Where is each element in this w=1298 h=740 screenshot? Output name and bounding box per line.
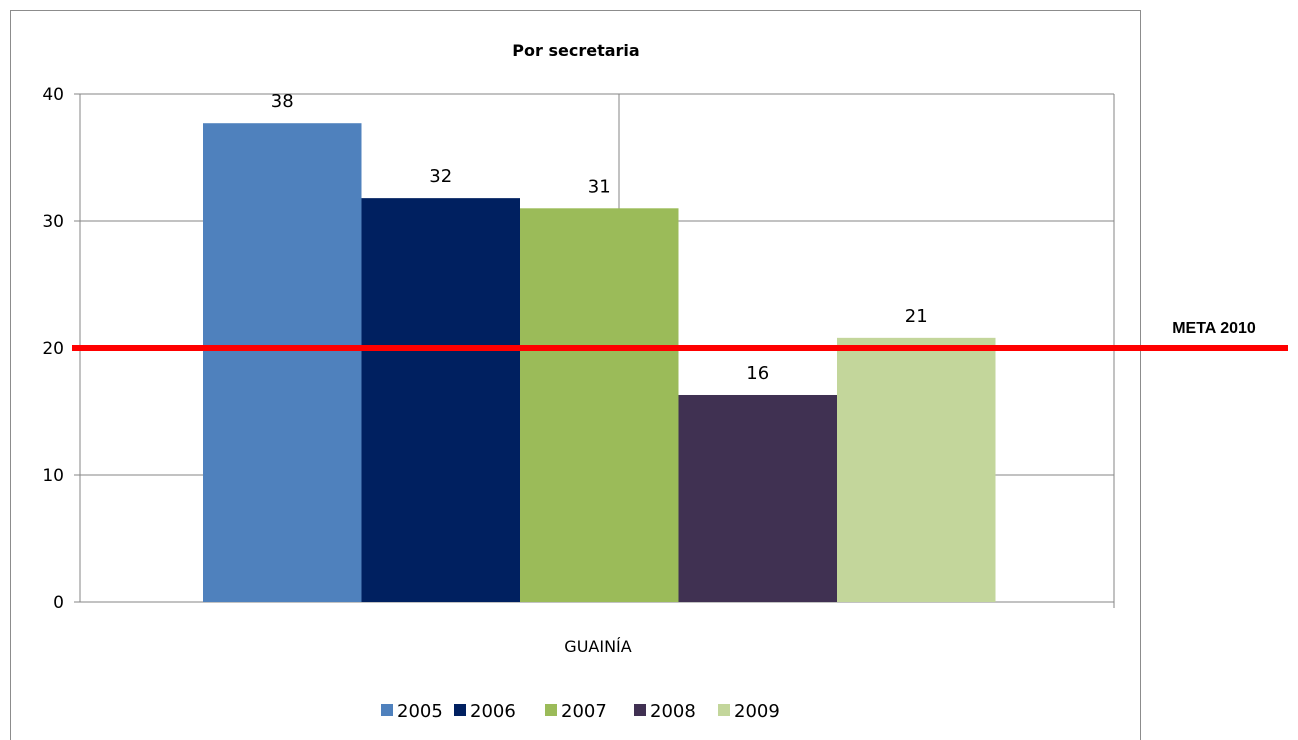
data-label-2007: 31: [588, 176, 611, 197]
data-label-2009: 21: [905, 306, 928, 327]
chart-frame: [10, 10, 1141, 740]
legend-swatch-2005: [381, 704, 393, 716]
data-label-2008: 16: [746, 363, 769, 384]
meta-label: META 2010: [1172, 320, 1256, 337]
bars-layer: [203, 123, 996, 603]
legend-label-2006: 2006: [470, 701, 516, 722]
data-label-2005: 38: [271, 91, 294, 112]
y-tick-label: 20: [42, 339, 64, 359]
bar-2009: [837, 337, 996, 602]
x-category-label: GUAINÍA: [564, 637, 631, 656]
bar-2005: [203, 123, 362, 603]
legend-swatch-2008: [634, 704, 646, 716]
legend-layer: 2005 2006 2007 2008 2009: [381, 701, 780, 722]
legend-label-2008: 2008: [650, 701, 696, 722]
bar-2007: [520, 208, 679, 603]
legend-label-2009: 2009: [734, 701, 780, 722]
meta-layer: META 2010: [72, 320, 1288, 351]
bar-2006: [361, 198, 520, 602]
y-tick-label: 10: [42, 466, 64, 486]
legend-swatch-2009: [718, 704, 730, 716]
y-tick-label: 40: [42, 85, 64, 105]
legend-label-2007: 2007: [561, 701, 607, 722]
legend-label-2005: 2005: [397, 701, 443, 722]
y-tick-label: 30: [42, 212, 64, 232]
legend-swatch-2007: [545, 704, 557, 716]
chart-title: Por secretaria: [512, 41, 639, 60]
y-tick-label: 0: [53, 593, 64, 613]
bar-2008: [678, 394, 837, 602]
labels-layer: 38 32 31 16 21: [271, 91, 928, 384]
legend-swatch-2006: [454, 704, 466, 716]
data-label-2006: 32: [429, 166, 452, 187]
